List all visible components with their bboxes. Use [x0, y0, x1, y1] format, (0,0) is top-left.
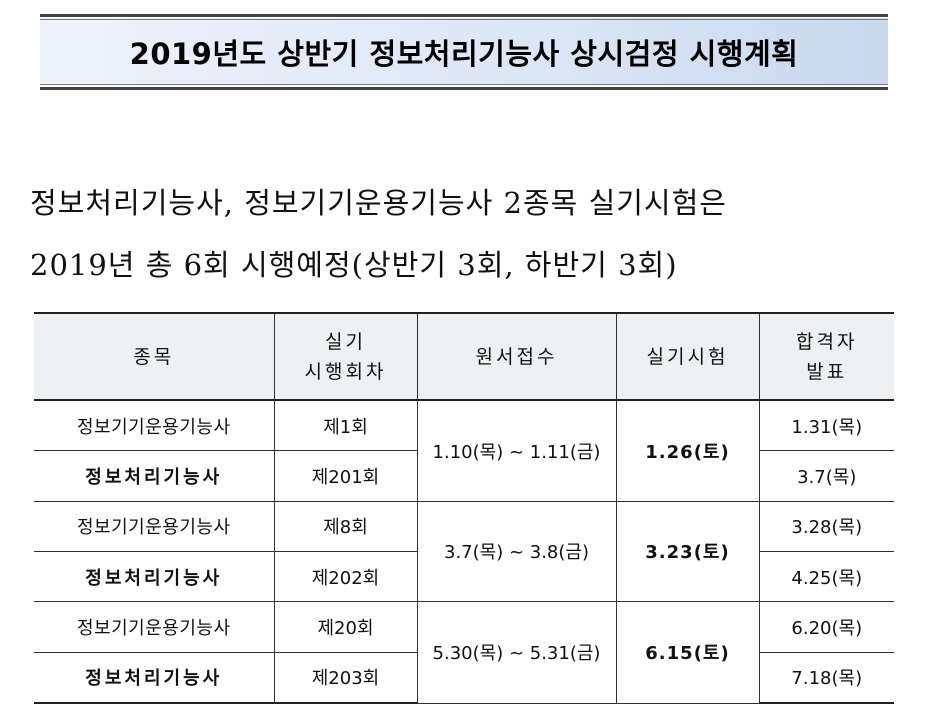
header-round-line1: 실기	[325, 330, 366, 353]
table-row: 정보기기운용기능사 제20회 5.30(목) ~ 5.31(금) 6.15(토)…	[34, 601, 894, 704]
item-cell-highlight: 정보처리기능사	[34, 450, 275, 502]
item-cell: 정보기기운용기능사	[34, 399, 275, 452]
round-cell: 제201회	[273, 450, 418, 502]
intro-line-1: 정보처리기능사, 정보기기운용기능사 2종목 실기시험은	[30, 186, 727, 220]
exam-date-cell: 3.23(토)	[615, 500, 760, 603]
title-banner: 2019년도 상반기 정보처리기능사 상시검정 시행계획	[40, 14, 888, 90]
header-item: 종목	[34, 312, 275, 401]
table-row: 정보기기운용기능사 제1회 1.10(목) ~ 1.11(금) 1.26(토) …	[34, 399, 894, 502]
result-cell: 3.7(목)	[758, 450, 894, 502]
round-cell: 제1회	[273, 399, 418, 452]
page-title: 2019년도 상반기 정보처리기능사 상시검정 시행계획	[129, 37, 799, 71]
result-cell: 4.25(목)	[758, 550, 894, 603]
item-cell-highlight: 정보처리기능사	[34, 651, 275, 704]
table-row: 정보처리기능사 제201회 3.7(목)	[34, 450, 894, 502]
intro-line-2: 2019년 총 6회 시행예정(상반기 3회, 하반기 3회)	[30, 248, 678, 282]
result-cell: 3.28(목)	[758, 500, 894, 552]
header-result: 합격자 발표	[758, 312, 894, 401]
result-cell: 1.31(목)	[758, 399, 894, 452]
banner-border	[40, 19, 888, 85]
header-result-line2: 발표	[806, 360, 848, 383]
round-cell: 제8회	[273, 500, 418, 552]
exam-date-cell: 6.15(토)	[615, 601, 760, 704]
header-result-line1: 합격자	[796, 330, 858, 353]
header-exam: 실기시험	[615, 312, 760, 401]
round-cell: 제202회	[273, 550, 418, 603]
table-row: 정보기기운용기능사 제8회 3.7(목) ~ 3.8(금) 3.23(토) 3.…	[34, 500, 894, 603]
header-round: 실기 시행회차	[273, 312, 418, 401]
result-cell: 7.18(목)	[758, 651, 894, 704]
header-application: 원서접수	[416, 312, 617, 401]
application-cell: 5.30(목) ~ 5.31(금)	[416, 601, 617, 704]
application-cell: 1.10(목) ~ 1.11(금)	[416, 399, 617, 502]
item-cell-highlight: 정보처리기능사	[34, 550, 275, 603]
round-cell: 제203회	[273, 651, 418, 704]
schedule-table: 종목 실기 시행회차 원서접수 실기시험 합격자 발표 정보기기운용기능사 제1…	[34, 312, 894, 704]
round-cell: 제20회	[273, 601, 418, 653]
item-cell: 정보기기운용기능사	[34, 601, 275, 653]
result-cell: 6.20(목)	[758, 601, 894, 653]
application-cell: 3.7(목) ~ 3.8(금)	[416, 500, 617, 603]
exam-date-cell: 1.26(토)	[615, 399, 760, 502]
header-round-line2: 시행회차	[304, 360, 387, 383]
table-header-row: 종목 실기 시행회차 원서접수 실기시험 합격자 발표	[34, 312, 894, 401]
intro-text: 정보처리기능사, 정보기기운용기능사 2종목 실기시험은 2019년 총 6회 …	[30, 172, 910, 296]
item-cell: 정보기기운용기능사	[34, 500, 275, 552]
table-row: 정보처리기능사 제203회 7.18(목)	[34, 651, 894, 704]
